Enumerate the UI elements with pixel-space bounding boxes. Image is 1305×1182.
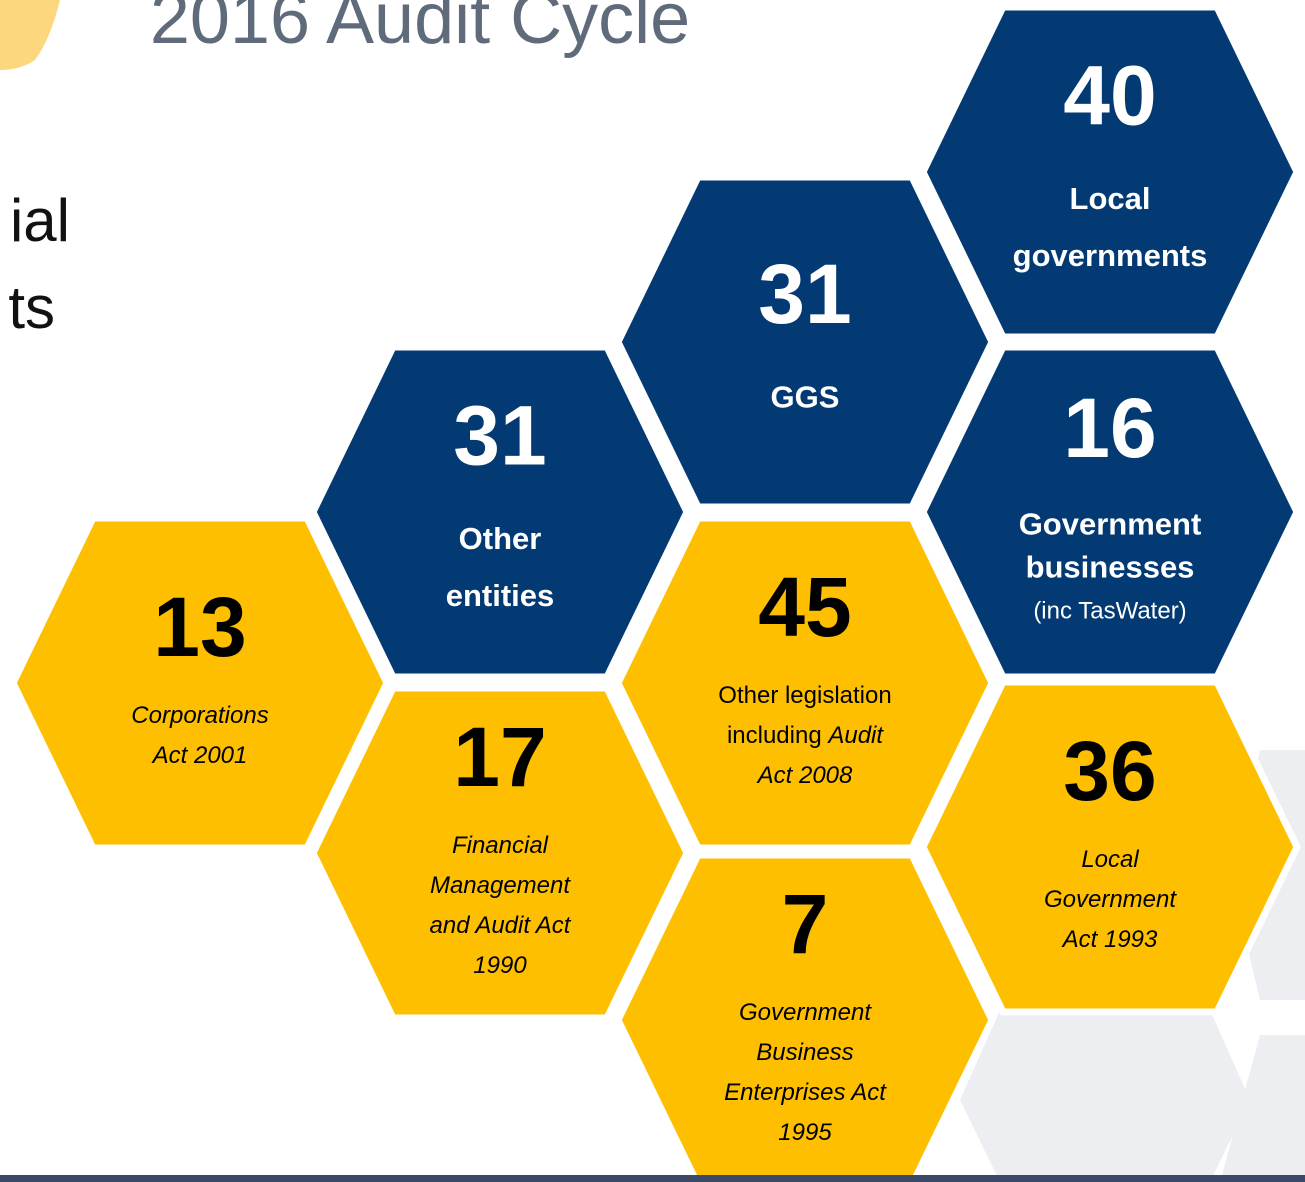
hexagon-label: businesses: [1026, 550, 1195, 585]
hexagon: 7 Government Business Enterprises Act 1995: [614, 851, 996, 1182]
hexagon-label: Government: [739, 999, 872, 1026]
hexagon-number: 13: [153, 580, 246, 674]
hexagon-label: including Audit: [727, 722, 884, 749]
slide-title: 2016 Audit Cycle: [150, 0, 690, 59]
label-segment: Local: [1081, 846, 1139, 873]
hexagon-number: 17: [453, 710, 546, 804]
hexagon-label: Other legislation: [718, 682, 891, 709]
label-segment: Management: [430, 872, 571, 899]
hexagon: 31 Other entities: [309, 343, 691, 681]
label-segment: businesses: [1026, 550, 1195, 585]
hexagon-label: Local: [1070, 181, 1151, 216]
side-text: ts: [8, 274, 55, 341]
hexagon-number: 45: [758, 560, 851, 654]
hexagon-label: entities: [446, 578, 555, 613]
label-segment: Audit: [826, 722, 884, 749]
hexagon-label: Act 2001: [151, 742, 248, 769]
hexagon-shape: [919, 678, 1301, 1016]
hexagon-shape: [9, 514, 391, 852]
hexagon-label: and Audit Act: [430, 912, 572, 939]
hexagon-number: 36: [1063, 724, 1156, 818]
hexagon: 17 Financial Management and Audit Act 1990: [309, 684, 691, 1022]
label-segment: entities: [446, 578, 555, 613]
bg-hex: [1220, 1035, 1305, 1182]
hexagon-label: Corporations: [131, 702, 268, 729]
label-segment: GGS: [771, 380, 840, 415]
label-segment: (inc TasWater): [1033, 598, 1186, 625]
hexagon-number: 31: [453, 389, 546, 483]
label-segment: Enterprises Act: [724, 1079, 887, 1106]
hexagon-shape: [919, 343, 1301, 681]
hexagon: 16 Government businesses (inc TasWater): [919, 343, 1301, 681]
hexagon-shape: [614, 851, 996, 1182]
label-segment: Local: [1070, 181, 1151, 216]
hexagon-label: Act 1993: [1061, 926, 1158, 953]
hexagon-number: 16: [1063, 381, 1156, 475]
hexagon-label: Local: [1081, 846, 1139, 873]
hexagon: 36 Local Government Act 1993: [919, 678, 1301, 1016]
hexagon-number: 7: [782, 877, 829, 971]
hexagon-label: Other: [459, 521, 542, 556]
hexagon-grid: 13 Corporations Act 2001 31 Other entities 17 F…: [9, 3, 1301, 1182]
hexagon-label: Business: [756, 1039, 853, 1066]
hexagon-label: Management: [430, 872, 571, 899]
hexagon: 13 Corporations Act 2001: [9, 514, 391, 852]
bg-hex: [960, 1010, 1250, 1182]
hexagon-label: (inc TasWater): [1033, 598, 1186, 625]
hexagon: 40 Local governments: [919, 3, 1301, 341]
label-segment: including: [727, 722, 828, 749]
hexagon: 31 GGS: [614, 173, 996, 511]
hexagon-label: Government: [1044, 886, 1177, 913]
hexagon-number: 40: [1063, 49, 1156, 143]
hexagon-label: GGS: [771, 380, 840, 415]
hexagon-shape: [614, 173, 996, 511]
label-segment: Business: [756, 1039, 853, 1066]
hexagon: 45 Other legislation including Audit Act 20…: [614, 514, 996, 852]
hexagon-shape: [309, 343, 691, 681]
label-segment: 1990: [473, 952, 527, 979]
hexagon-label: Government: [1019, 507, 1202, 542]
label-segment: Corporations: [131, 702, 268, 729]
hexagon-shape: [919, 3, 1301, 341]
label-segment: Act 2001: [151, 742, 248, 769]
title-accent: [0, 0, 60, 70]
label-segment: governments: [1013, 238, 1208, 273]
hexagon-shape: [309, 684, 691, 1022]
label-segment: Government: [1044, 886, 1177, 913]
hexagon-label: Financial: [452, 832, 549, 859]
label-segment: Act 1993: [1061, 926, 1158, 953]
label-segment: Government: [739, 999, 872, 1026]
hexagon-label: governments: [1013, 238, 1208, 273]
hexagon-number: 31: [758, 247, 851, 341]
label-segment: and Audit Act: [430, 912, 572, 939]
hexagon-shape: [614, 514, 996, 852]
label-segment: Act 2008: [756, 762, 853, 789]
side-text: ial: [10, 187, 70, 254]
hexagon-label: Act 2008: [756, 762, 853, 789]
label-segment: 1995: [778, 1119, 832, 1146]
hexagon-label: 1990: [473, 952, 527, 979]
hexagon-label: 1995: [778, 1119, 832, 1146]
label-segment: Other: [459, 521, 542, 556]
label-segment: Government: [1019, 507, 1202, 542]
hexagon-label: Enterprises Act: [724, 1079, 887, 1106]
footer-bar: [0, 1175, 1305, 1182]
label-segment: Other legislation: [718, 682, 891, 709]
label-segment: Financial: [452, 832, 549, 859]
